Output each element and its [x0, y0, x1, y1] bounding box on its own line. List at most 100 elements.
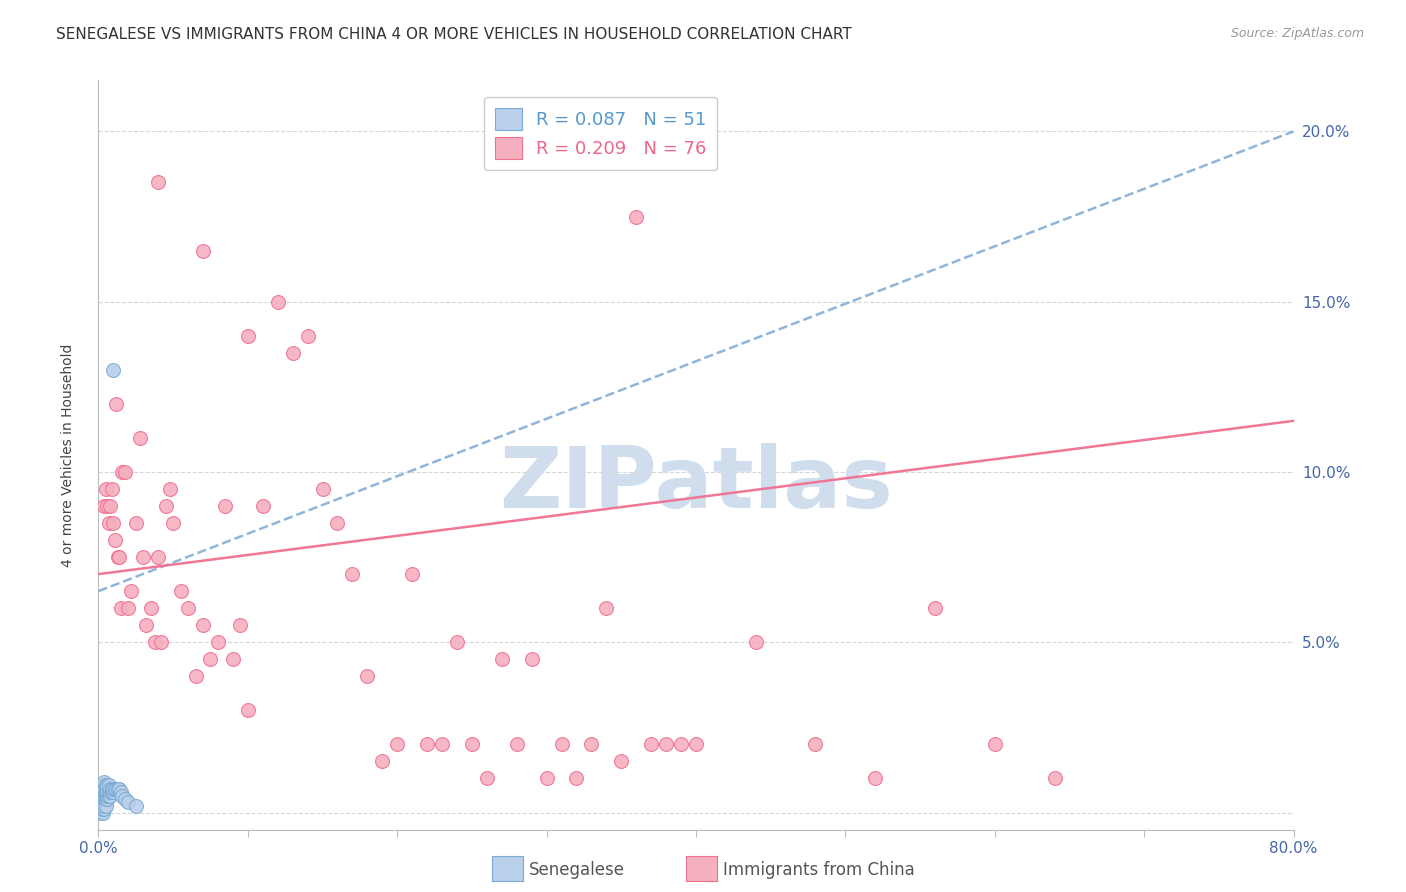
- Point: [93, 789, 115, 803]
- Point: [89, 789, 111, 803]
- Point: [89, 802, 111, 816]
- Point: [94, 778, 117, 792]
- Point: [236, 703, 259, 717]
- Point: [90, 805, 112, 820]
- Point: [90, 802, 112, 816]
- Text: SENEGALESE VS IMMIGRANTS FROM CHINA 4 OR MORE VEHICLES IN HOUSEHOLD CORRELATION : SENEGALESE VS IMMIGRANTS FROM CHINA 4 OR…: [56, 27, 852, 42]
- Point: [520, 652, 543, 666]
- Point: [94, 785, 117, 799]
- Point: [110, 785, 132, 799]
- Point: [626, 210, 648, 224]
- Point: [581, 738, 603, 752]
- Point: [506, 738, 529, 752]
- Point: [342, 567, 364, 582]
- Point: [94, 781, 117, 796]
- Point: [184, 669, 207, 683]
- Point: [111, 465, 134, 479]
- Point: [90, 798, 112, 813]
- Point: [267, 294, 290, 309]
- Point: [93, 792, 115, 806]
- Point: [191, 244, 214, 258]
- Point: [148, 550, 170, 565]
- Point: [98, 789, 122, 803]
- Point: [91, 778, 114, 792]
- Point: [117, 795, 139, 809]
- Point: [94, 789, 117, 803]
- Point: [416, 738, 439, 752]
- Point: [107, 781, 129, 796]
- Point: [97, 785, 120, 799]
- Point: [214, 499, 236, 513]
- Point: [101, 785, 124, 799]
- Legend: R = 0.087   N = 51, R = 0.209   N = 76: R = 0.087 N = 51, R = 0.209 N = 76: [484, 97, 717, 169]
- Point: [97, 789, 120, 803]
- Point: [132, 550, 155, 565]
- Point: [475, 772, 498, 786]
- Point: [94, 482, 117, 496]
- Point: [103, 363, 125, 377]
- Point: [401, 567, 423, 582]
- Point: [446, 635, 468, 649]
- Point: [111, 789, 134, 803]
- Point: [101, 781, 124, 796]
- Point: [236, 328, 259, 343]
- Point: [96, 789, 118, 803]
- Point: [162, 516, 184, 530]
- Point: [135, 618, 157, 632]
- Point: [93, 781, 115, 796]
- Point: [139, 601, 162, 615]
- Point: [461, 738, 484, 752]
- Point: [550, 738, 572, 752]
- Point: [90, 792, 112, 806]
- Point: [98, 785, 122, 799]
- Point: [93, 785, 115, 799]
- Point: [90, 781, 112, 796]
- Point: [103, 785, 125, 799]
- Point: [93, 775, 115, 789]
- Point: [430, 738, 453, 752]
- Point: [595, 601, 617, 615]
- Point: [91, 785, 114, 799]
- Point: [229, 618, 252, 632]
- Point: [89, 798, 111, 813]
- Text: Senegalese: Senegalese: [529, 861, 624, 879]
- Point: [94, 798, 117, 813]
- Point: [191, 618, 214, 632]
- Point: [565, 772, 588, 786]
- Point: [110, 601, 132, 615]
- Point: [93, 802, 115, 816]
- Point: [311, 482, 333, 496]
- Point: [984, 738, 1007, 752]
- Point: [103, 781, 125, 796]
- Point: [640, 738, 662, 752]
- Point: [103, 516, 125, 530]
- Point: [93, 499, 115, 513]
- Point: [371, 755, 394, 769]
- Point: [108, 550, 131, 565]
- Point: [104, 533, 127, 547]
- Text: Source: ZipAtlas.com: Source: ZipAtlas.com: [1230, 27, 1364, 40]
- Point: [129, 431, 152, 445]
- Point: [114, 792, 136, 806]
- Point: [536, 772, 558, 786]
- Point: [281, 345, 304, 359]
- Point: [148, 176, 170, 190]
- Point: [91, 789, 114, 803]
- Point: [924, 601, 946, 615]
- Text: ZIPatlas: ZIPatlas: [499, 443, 893, 526]
- Point: [655, 738, 678, 752]
- Point: [105, 397, 128, 411]
- Point: [150, 635, 173, 649]
- Point: [297, 328, 319, 343]
- Point: [101, 482, 124, 496]
- Point: [91, 805, 114, 820]
- Point: [491, 652, 513, 666]
- Point: [326, 516, 349, 530]
- Point: [97, 778, 120, 792]
- Point: [356, 669, 378, 683]
- Point: [143, 635, 166, 649]
- Point: [610, 755, 633, 769]
- Point: [865, 772, 887, 786]
- Point: [125, 798, 148, 813]
- Point: [98, 781, 122, 796]
